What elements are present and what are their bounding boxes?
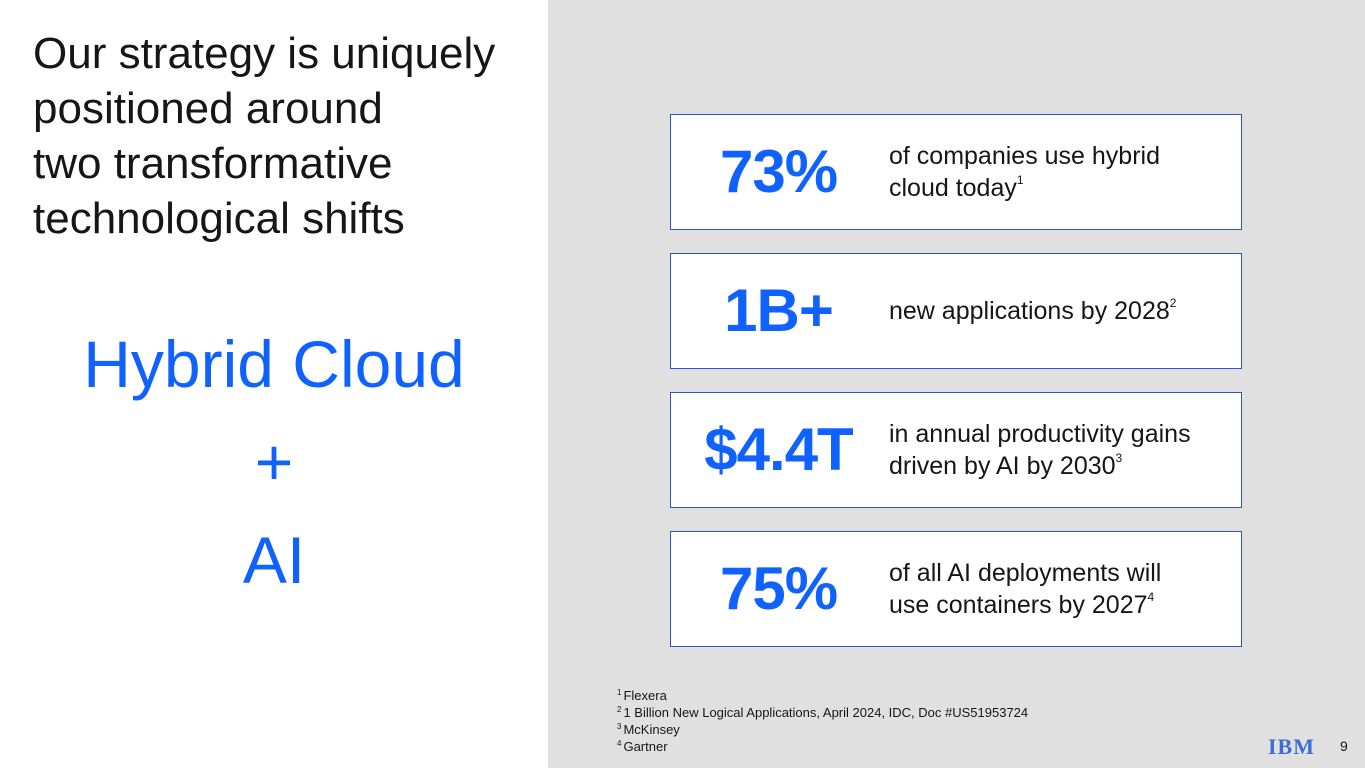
- logo: IBM: [1268, 734, 1315, 759]
- footnote: 3 McKinsey: [617, 721, 1028, 738]
- title: Our strategy is uniquely positioned aroun…: [33, 26, 495, 246]
- highlight: Hybrid Cloud + AI: [0, 325, 548, 619]
- stat-value: $4.4T: [704, 416, 853, 483]
- description-line: use containers by 20274: [889, 589, 1161, 621]
- stat-description: in annual productivity gains driven by AI…: [889, 393, 1191, 507]
- title-line: Our strategy is uniquely: [33, 29, 496, 78]
- highlight-line: +: [254, 425, 294, 499]
- description-line: of all AI deployments will: [889, 557, 1161, 589]
- description-line: driven by AI by 20303: [889, 450, 1191, 482]
- stat-card: 73% of companies use hybrid cloud today1: [670, 114, 1242, 230]
- footnote-marker: 1: [617, 688, 622, 697]
- footnote-ref: 4: [1147, 590, 1155, 604]
- stat-value: 1B+: [724, 277, 834, 344]
- footnote: 4 Gartner: [617, 738, 1028, 755]
- footnote-marker: 4: [617, 739, 622, 748]
- footnote-ref: 2: [1169, 296, 1177, 310]
- stat-description: of companies use hybrid cloud today1: [889, 115, 1160, 229]
- page-number: 9: [1340, 738, 1348, 754]
- stat-card: 1B+ new applications by 20282: [670, 253, 1242, 369]
- stat-description: new applications by 20282: [889, 254, 1176, 368]
- title-line: positioned around: [33, 84, 383, 133]
- description-text: of all AI deployments will: [889, 559, 1162, 587]
- description-line: new applications by 20282: [889, 295, 1176, 327]
- footnote-text: Gartner: [623, 739, 668, 754]
- description-line: of companies use hybrid: [889, 140, 1160, 172]
- description-line: cloud today1: [889, 172, 1160, 204]
- description-text: in annual productivity gains: [889, 420, 1191, 448]
- highlight-line: Hybrid Cloud: [83, 327, 465, 401]
- footnote: 1 Flexera: [617, 687, 1028, 704]
- description-text: use containers by 2027: [889, 591, 1148, 619]
- footnote-ref: 3: [1115, 451, 1123, 465]
- stat-card: 75% of all AI deployments will use contain…: [670, 531, 1242, 647]
- description-text: cloud today: [889, 174, 1017, 202]
- description-text: driven by AI by 2030: [889, 452, 1116, 480]
- stat-description: of all AI deployments will use containers…: [889, 532, 1161, 646]
- description-line: in annual productivity gains: [889, 418, 1191, 450]
- description-text: of companies use hybrid: [889, 142, 1160, 170]
- stat-value: 75%: [719, 555, 838, 622]
- footnote-text: McKinsey: [623, 722, 680, 737]
- footnote-marker: 3: [617, 722, 622, 731]
- title-line: two transformative: [33, 139, 393, 188]
- footnotes: 1 Flexera 2 1 Billion New Logical Applicati…: [617, 687, 1028, 755]
- footnote-ref: 1: [1016, 173, 1024, 187]
- footnote-marker: 2: [617, 705, 622, 714]
- stat-value: 73%: [719, 138, 838, 205]
- stat-card: $4.4T in annual productivity gains driven …: [670, 392, 1242, 508]
- title-line: technological shifts: [33, 194, 405, 243]
- highlight-line: AI: [242, 523, 306, 597]
- footnote-text: 1 Billion New Logical Applications, Apri…: [623, 705, 1029, 720]
- footnote-text: Flexera: [623, 688, 667, 703]
- description-text: new applications by 2028: [889, 297, 1170, 325]
